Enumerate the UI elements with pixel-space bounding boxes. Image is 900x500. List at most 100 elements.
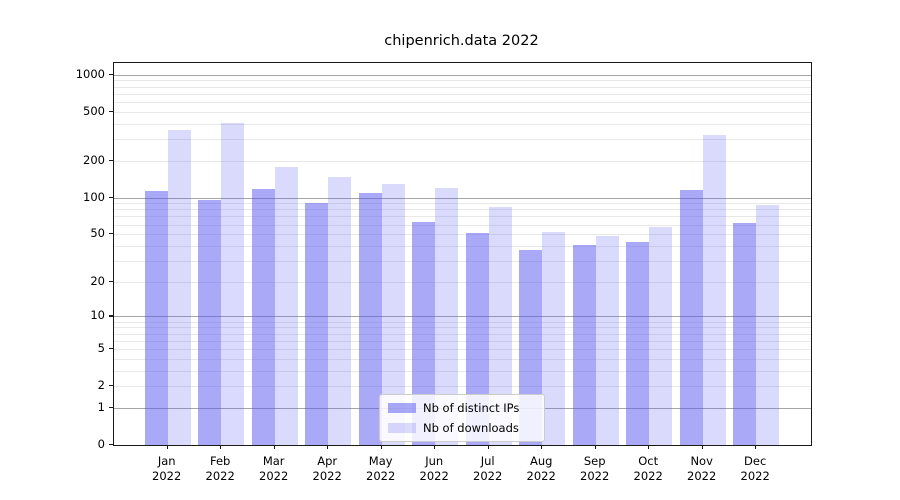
y-tick-mark-200 bbox=[109, 159, 113, 161]
minor-gridline-7 bbox=[114, 333, 811, 335]
y-tick-label-100: 100 bbox=[83, 189, 105, 204]
bar-distinct-ips-may bbox=[358, 193, 382, 445]
minor-gridline-200 bbox=[114, 160, 811, 162]
y-tick-mark-20 bbox=[109, 280, 113, 282]
x-tick-label-nov: Nov 2022 bbox=[687, 454, 717, 483]
y-tick-label-10: 10 bbox=[90, 308, 105, 323]
minor-gridline-600 bbox=[114, 101, 811, 103]
x-tick-mark-oct bbox=[648, 445, 650, 450]
x-tick-label-feb: Feb 2022 bbox=[205, 454, 235, 483]
legend: Nb of distinct IPs Nb of downloads bbox=[379, 394, 545, 442]
bar-distinct-ips-dec bbox=[733, 222, 757, 445]
major-gridline-1000 bbox=[114, 74, 811, 76]
bar-distinct-ips-mar bbox=[251, 189, 275, 445]
y-tick-label-0: 0 bbox=[97, 437, 105, 451]
bar-downloads-sep bbox=[595, 236, 619, 445]
y-tick-label-2: 2 bbox=[97, 378, 105, 393]
minor-gridline-60 bbox=[114, 224, 811, 226]
bar-distinct-ips-sep bbox=[572, 244, 596, 445]
x-tick-mark-mar bbox=[273, 445, 275, 450]
minor-gridline-500 bbox=[114, 111, 811, 113]
bar-downloads-jan bbox=[167, 130, 191, 445]
x-tick-mark-jul bbox=[487, 445, 489, 450]
y-tick-label-50: 50 bbox=[90, 226, 105, 241]
bar-downloads-apr bbox=[328, 176, 352, 445]
minor-gridline-300 bbox=[114, 139, 811, 140]
x-tick-label-jul: Jul 2022 bbox=[473, 454, 503, 483]
x-tick-label-may: May 2022 bbox=[366, 454, 396, 483]
x-tick-mark-jan bbox=[166, 445, 168, 450]
minor-gridline-80 bbox=[114, 209, 811, 211]
bar-distinct-ips-jan bbox=[144, 190, 168, 445]
x-tick-mark-aug bbox=[541, 445, 543, 450]
chart-title: chipenrich.data 2022 bbox=[384, 33, 539, 49]
x-tick-label-oct: Oct 2022 bbox=[633, 454, 663, 483]
bar-downloads-dec bbox=[756, 204, 780, 445]
bar-downloads-nov bbox=[702, 134, 726, 445]
y-tick-mark-2 bbox=[109, 385, 113, 387]
bar-downloads-jun bbox=[435, 187, 459, 445]
y-tick-mark-500 bbox=[109, 110, 113, 112]
minor-gridline-8 bbox=[114, 327, 811, 329]
legend-label-downloads: Nb of downloads bbox=[423, 421, 519, 435]
bar-distinct-ips-nov bbox=[679, 190, 703, 445]
x-tick-mark-feb bbox=[220, 445, 222, 450]
x-tick-mark-dec bbox=[755, 445, 757, 450]
y-tick-mark-1 bbox=[109, 406, 113, 408]
minor-gridline-3 bbox=[114, 370, 811, 372]
x-tick-label-mar: Mar 2022 bbox=[259, 454, 289, 483]
legend-swatch-distinct-ips bbox=[388, 403, 416, 413]
plot-area: Nb of distinct IPs Nb of downloads bbox=[113, 62, 812, 446]
x-tick-mark-apr bbox=[327, 445, 329, 450]
x-tick-mark-jun bbox=[434, 445, 436, 450]
y-tick-mark-0 bbox=[109, 444, 113, 446]
bar-distinct-ips-jun bbox=[412, 222, 436, 445]
bar-downloads-aug bbox=[542, 232, 566, 445]
y-tick-label-500: 500 bbox=[83, 103, 105, 118]
y-tick-label-200: 200 bbox=[83, 152, 105, 167]
minor-gridline-9 bbox=[114, 321, 811, 323]
minor-gridline-70 bbox=[114, 216, 811, 218]
x-tick-label-jan: Jan 2022 bbox=[152, 454, 182, 483]
legend-item-downloads: Nb of downloads bbox=[388, 421, 534, 435]
legend-item-distinct-ips: Nb of distinct IPs bbox=[388, 401, 534, 415]
legend-swatch-downloads bbox=[388, 423, 416, 433]
minor-gridline-2 bbox=[114, 386, 811, 388]
minor-gridline-50 bbox=[114, 234, 811, 236]
x-tick-mark-nov bbox=[701, 445, 703, 450]
y-tick-mark-100 bbox=[109, 196, 113, 198]
minor-gridline-700 bbox=[114, 93, 811, 95]
legend-label-distinct-ips: Nb of distinct IPs bbox=[423, 401, 520, 415]
x-tick-mark-may bbox=[380, 445, 382, 450]
bar-downloads-mar bbox=[274, 166, 298, 445]
y-tick-label-1000: 1000 bbox=[75, 66, 105, 81]
x-tick-label-apr: Apr 2022 bbox=[312, 454, 342, 483]
bar-downloads-feb bbox=[221, 122, 245, 445]
major-gridline-100 bbox=[114, 197, 811, 199]
minor-gridline-90 bbox=[114, 203, 811, 205]
x-tick-label-jun: Jun 2022 bbox=[419, 454, 449, 483]
y-tick-mark-10 bbox=[109, 315, 113, 317]
bar-distinct-ips-oct bbox=[626, 242, 650, 445]
minor-gridline-40 bbox=[114, 245, 811, 247]
bar-downloads-jul bbox=[488, 207, 512, 445]
y-tick-label-1: 1 bbox=[97, 399, 105, 414]
minor-gridline-400 bbox=[114, 123, 811, 125]
bar-distinct-ips-feb bbox=[198, 199, 222, 445]
minor-gridline-6 bbox=[114, 340, 811, 342]
bar-downloads-may bbox=[381, 183, 405, 445]
x-tick-label-sep: Sep 2022 bbox=[580, 454, 610, 483]
y-tick-label-20: 20 bbox=[90, 273, 105, 288]
minor-gridline-5 bbox=[114, 348, 811, 350]
bar-distinct-ips-jul bbox=[465, 233, 489, 445]
y-tick-mark-1000 bbox=[109, 73, 113, 75]
bar-distinct-ips-apr bbox=[305, 203, 329, 445]
x-tick-mark-sep bbox=[594, 445, 596, 450]
minor-gridline-4 bbox=[114, 358, 811, 360]
x-tick-label-dec: Dec 2022 bbox=[740, 454, 770, 483]
minor-gridline-800 bbox=[114, 86, 811, 88]
major-gridline-10 bbox=[114, 316, 811, 318]
y-tick-label-5: 5 bbox=[97, 340, 105, 355]
minor-gridline-900 bbox=[114, 80, 811, 82]
